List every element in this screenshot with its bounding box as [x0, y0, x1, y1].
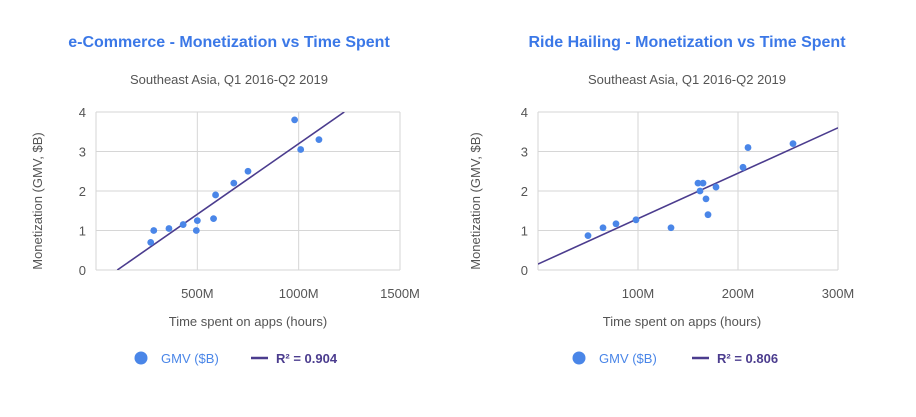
- data-point: [744, 144, 752, 151]
- data-point: [230, 179, 238, 187]
- trend-line: [116, 112, 345, 270]
- x-tick-label: 300M: [822, 286, 855, 301]
- data-point: [165, 225, 173, 232]
- data-point: [147, 238, 155, 246]
- data-point: [244, 167, 252, 175]
- y-tick-label: 4: [521, 105, 528, 120]
- legend-r-squared: R² = 0.806: [717, 351, 778, 366]
- y-axis-title: Monetization (GMV, $B): [30, 132, 45, 270]
- y-axis-title: Monetization (GMV, $B): [468, 132, 483, 270]
- data-point: [192, 227, 200, 234]
- legend-label: GMV ($B): [161, 351, 219, 366]
- data-point: [212, 191, 219, 199]
- scatter-plot-ecommerce: 0 1 2 3 4 500M 1000M 1500M Time spent on apps (h…: [30, 105, 420, 366]
- legend-label: GMV ($B): [599, 351, 657, 366]
- y-tick-label: 1: [521, 224, 528, 239]
- y-tick-label: 4: [79, 105, 86, 120]
- data-point: [315, 136, 323, 144]
- data-point: [193, 217, 201, 225]
- data-point: [584, 232, 592, 240]
- x-tick-label: 200M: [722, 286, 755, 301]
- legend-marker: [134, 351, 148, 365]
- chart-subtitle: Southeast Asia, Q1 2016-Q2 2019: [129, 72, 329, 87]
- x-tick-label: 1000M: [279, 286, 319, 301]
- legend-r-squared: R² = 0.904: [276, 351, 338, 366]
- trend-line: [538, 127, 838, 265]
- x-axis-title: Time spent on apps (hours): [169, 314, 327, 329]
- data-point: [297, 146, 305, 153]
- data-point: [696, 187, 704, 195]
- data-point: [599, 224, 607, 232]
- data-point: [291, 116, 299, 124]
- data-point: [667, 224, 675, 232]
- chart-panel-ecommerce: e-Commerce - Monetization vs Time Spent …: [30, 34, 420, 366]
- y-tick-label: 2: [79, 184, 86, 199]
- y-tick-label: 2: [521, 184, 528, 199]
- y-tick-label: 0: [521, 263, 528, 278]
- x-tick-label: 100M: [622, 286, 655, 301]
- data-point: [704, 211, 712, 219]
- data-point: [694, 179, 702, 187]
- chart-title: e-Commerce - Monetization vs Time Spent: [68, 34, 390, 51]
- data-point: [179, 221, 187, 228]
- chart-subtitle: Southeast Asia, Q1 2016-Q2 2019: [587, 72, 787, 87]
- x-tick-label: 1500M: [380, 286, 420, 301]
- data-point: [210, 215, 217, 223]
- chart-title: Ride Hailing - Monetization vs Time Spen…: [528, 34, 846, 51]
- data-point: [632, 216, 640, 224]
- y-tick-label: 3: [521, 145, 528, 160]
- chart-panel-ride-hailing: Ride Hailing - Monetization vs Time Spen…: [458, 0, 916, 417]
- x-axis-title: Time spent on apps (hours): [603, 314, 761, 329]
- y-tick-label: 3: [79, 145, 86, 160]
- y-tick-label: 0: [79, 263, 86, 278]
- scatter-plot-ride-hailing: 0 1 2 3 4 100M 200M 300M Time spent on apps (hou…: [468, 105, 855, 366]
- data-point: [712, 183, 720, 191]
- data-point: [150, 227, 158, 234]
- data-point: [612, 220, 620, 228]
- data-point: [789, 140, 797, 148]
- data-point: [702, 195, 710, 203]
- data-point: [699, 179, 707, 187]
- x-tick-label: 500M: [181, 286, 214, 301]
- y-tick-label: 1: [79, 224, 86, 239]
- data-point: [739, 163, 747, 171]
- legend-marker: [572, 351, 586, 365]
